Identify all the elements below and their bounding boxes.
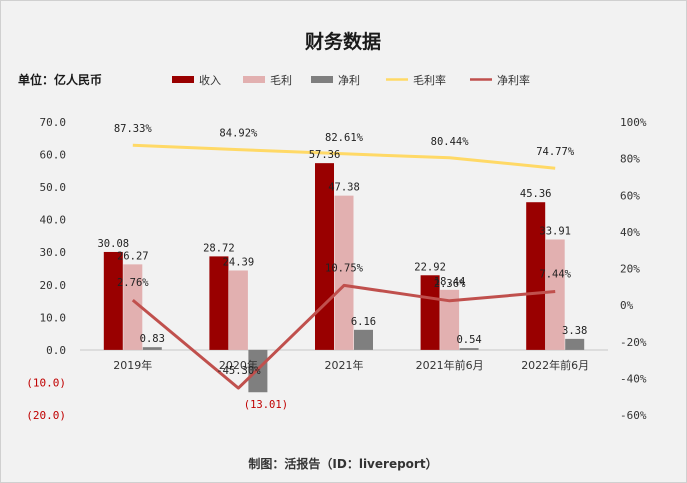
bar-2-3: [334, 195, 354, 350]
x-category-label: 2022年前6月: [521, 358, 589, 372]
y-left-tick-label: 10.0: [40, 311, 67, 324]
y-axis-right: 100% 80% 60% 40% 20% 0% -20% -40% -60%: [620, 116, 647, 422]
x-category-label: 2021年: [325, 358, 364, 372]
bar-2-2: [228, 270, 248, 350]
x-category-label: 2020年: [219, 358, 258, 372]
line-label-1-2: 84.92%: [219, 128, 258, 140]
y-axis-left: 70.0 60.0 50.0 40.0 30.0 20.0 10.0 0.0 (10.0) (20…: [26, 116, 66, 422]
y-left-tick-label: (10.0): [26, 376, 66, 389]
y-left-tick-label: 0.0: [46, 344, 66, 357]
y-right-tick-label: -20%: [620, 336, 647, 349]
y-right-tick-label: 40%: [620, 226, 640, 239]
legend-label-5: 净利率: [497, 73, 530, 87]
line-label-2-4: 2.36%: [434, 278, 466, 290]
bar-label-3-5: 3.38: [562, 325, 587, 337]
bar-label-1-1: 30.08: [97, 238, 129, 250]
line-2: [131, 283, 556, 390]
bar-label-2-4: 18.44: [434, 276, 466, 288]
bar-2-5: [545, 239, 565, 350]
y-right-tick-label: 80%: [620, 153, 640, 166]
y-left-tick-label: 40.0: [40, 214, 67, 227]
legend-swatch-1: [172, 76, 194, 83]
bar-2-4: [440, 289, 460, 350]
footer-credit: 制图：活报告（ID：livereport）: [248, 456, 437, 471]
bar-label-1-5: 45.36: [520, 188, 552, 200]
bar-2-1: [123, 264, 143, 350]
bar-label-3-1: 0.83: [140, 333, 165, 345]
unit-label: 单位：亿人民币: [18, 72, 102, 87]
y-left-tick-label: (20.0): [26, 409, 66, 422]
bar-1-1: [103, 251, 123, 350]
y-right-tick-label: 100%: [620, 116, 647, 129]
bar-label-3-3: 6.16: [351, 316, 376, 328]
bar-label-2-5: 33.91: [539, 225, 571, 237]
legend-label-2: 毛利: [270, 74, 292, 87]
y-left-tick-label: 20.0: [40, 279, 67, 292]
legend-label-4: 毛利率: [413, 73, 446, 87]
y-right-tick-label: -60%: [620, 409, 647, 422]
bar-3-4: [459, 348, 479, 350]
chart-title: 财务数据: [305, 30, 381, 53]
line-series: [131, 143, 556, 390]
line-label-2-2: -45.30%: [216, 365, 261, 377]
legend-label-3: 净利: [338, 73, 360, 87]
bar-1-4: [420, 275, 440, 350]
y-left-tick-label: 70.0: [40, 116, 67, 129]
legend-label-1: 收入: [199, 73, 221, 87]
bar-label-3-4: 0.54: [456, 334, 481, 346]
line-label-1-1: 87.33%: [114, 123, 153, 135]
bar-1-2: [209, 256, 229, 350]
bar-3-3: [354, 329, 373, 350]
x-category-label: 2021年前6月: [416, 358, 484, 372]
data-labels: 30.08 28.72 57.36 22.92 45.36 26.27 24.39 47.38…: [97, 123, 587, 411]
y-right-tick-label: 20%: [620, 263, 640, 276]
y-left-tick-label: 50.0: [40, 181, 67, 194]
y-left-tick-label: 60.0: [40, 149, 67, 162]
bar-1-3: [315, 163, 334, 350]
y-right-tick-label: 60%: [620, 189, 640, 202]
line-1: [132, 143, 556, 170]
bar-label-2-2: 24.39: [223, 256, 255, 268]
legend: 收入 毛利 净利 毛利率 净利率: [172, 73, 530, 87]
line-label-1-4: 80.44%: [431, 136, 470, 148]
bar-label-1-2: 28.72: [203, 242, 235, 254]
bar-label-2-3: 47.38: [328, 182, 360, 194]
bar-series: [103, 163, 585, 393]
x-axis-categories: 2019年 2020年 2021年 2021年前6月 2022年前6月: [113, 358, 589, 372]
bar-3-1: [142, 347, 162, 350]
x-category-label: 2019年: [113, 358, 152, 372]
line-label-1-5: 74.77%: [536, 146, 575, 158]
line-label-1-3: 82.61%: [325, 132, 364, 144]
bar-3-5: [565, 338, 585, 350]
bar-label-3-2: (13.01): [244, 399, 288, 411]
bar-1-5: [526, 202, 546, 350]
line-label-2-3: 10.75%: [325, 262, 364, 274]
y-left-tick-label: 30.0: [40, 246, 67, 259]
bar-label-1-4: 22.92: [414, 261, 446, 273]
legend-swatch-3: [311, 76, 333, 83]
bar-label-2-1: 26.27: [117, 250, 149, 262]
line-label-2-5: 7.44%: [539, 269, 571, 281]
bar-label-1-3: 57.36: [309, 149, 341, 161]
line-label-2-1: 2.76%: [117, 277, 149, 289]
y-right-tick-label: -40%: [620, 372, 647, 385]
legend-swatch-2: [243, 76, 265, 83]
y-right-tick-label: 0%: [620, 299, 634, 312]
